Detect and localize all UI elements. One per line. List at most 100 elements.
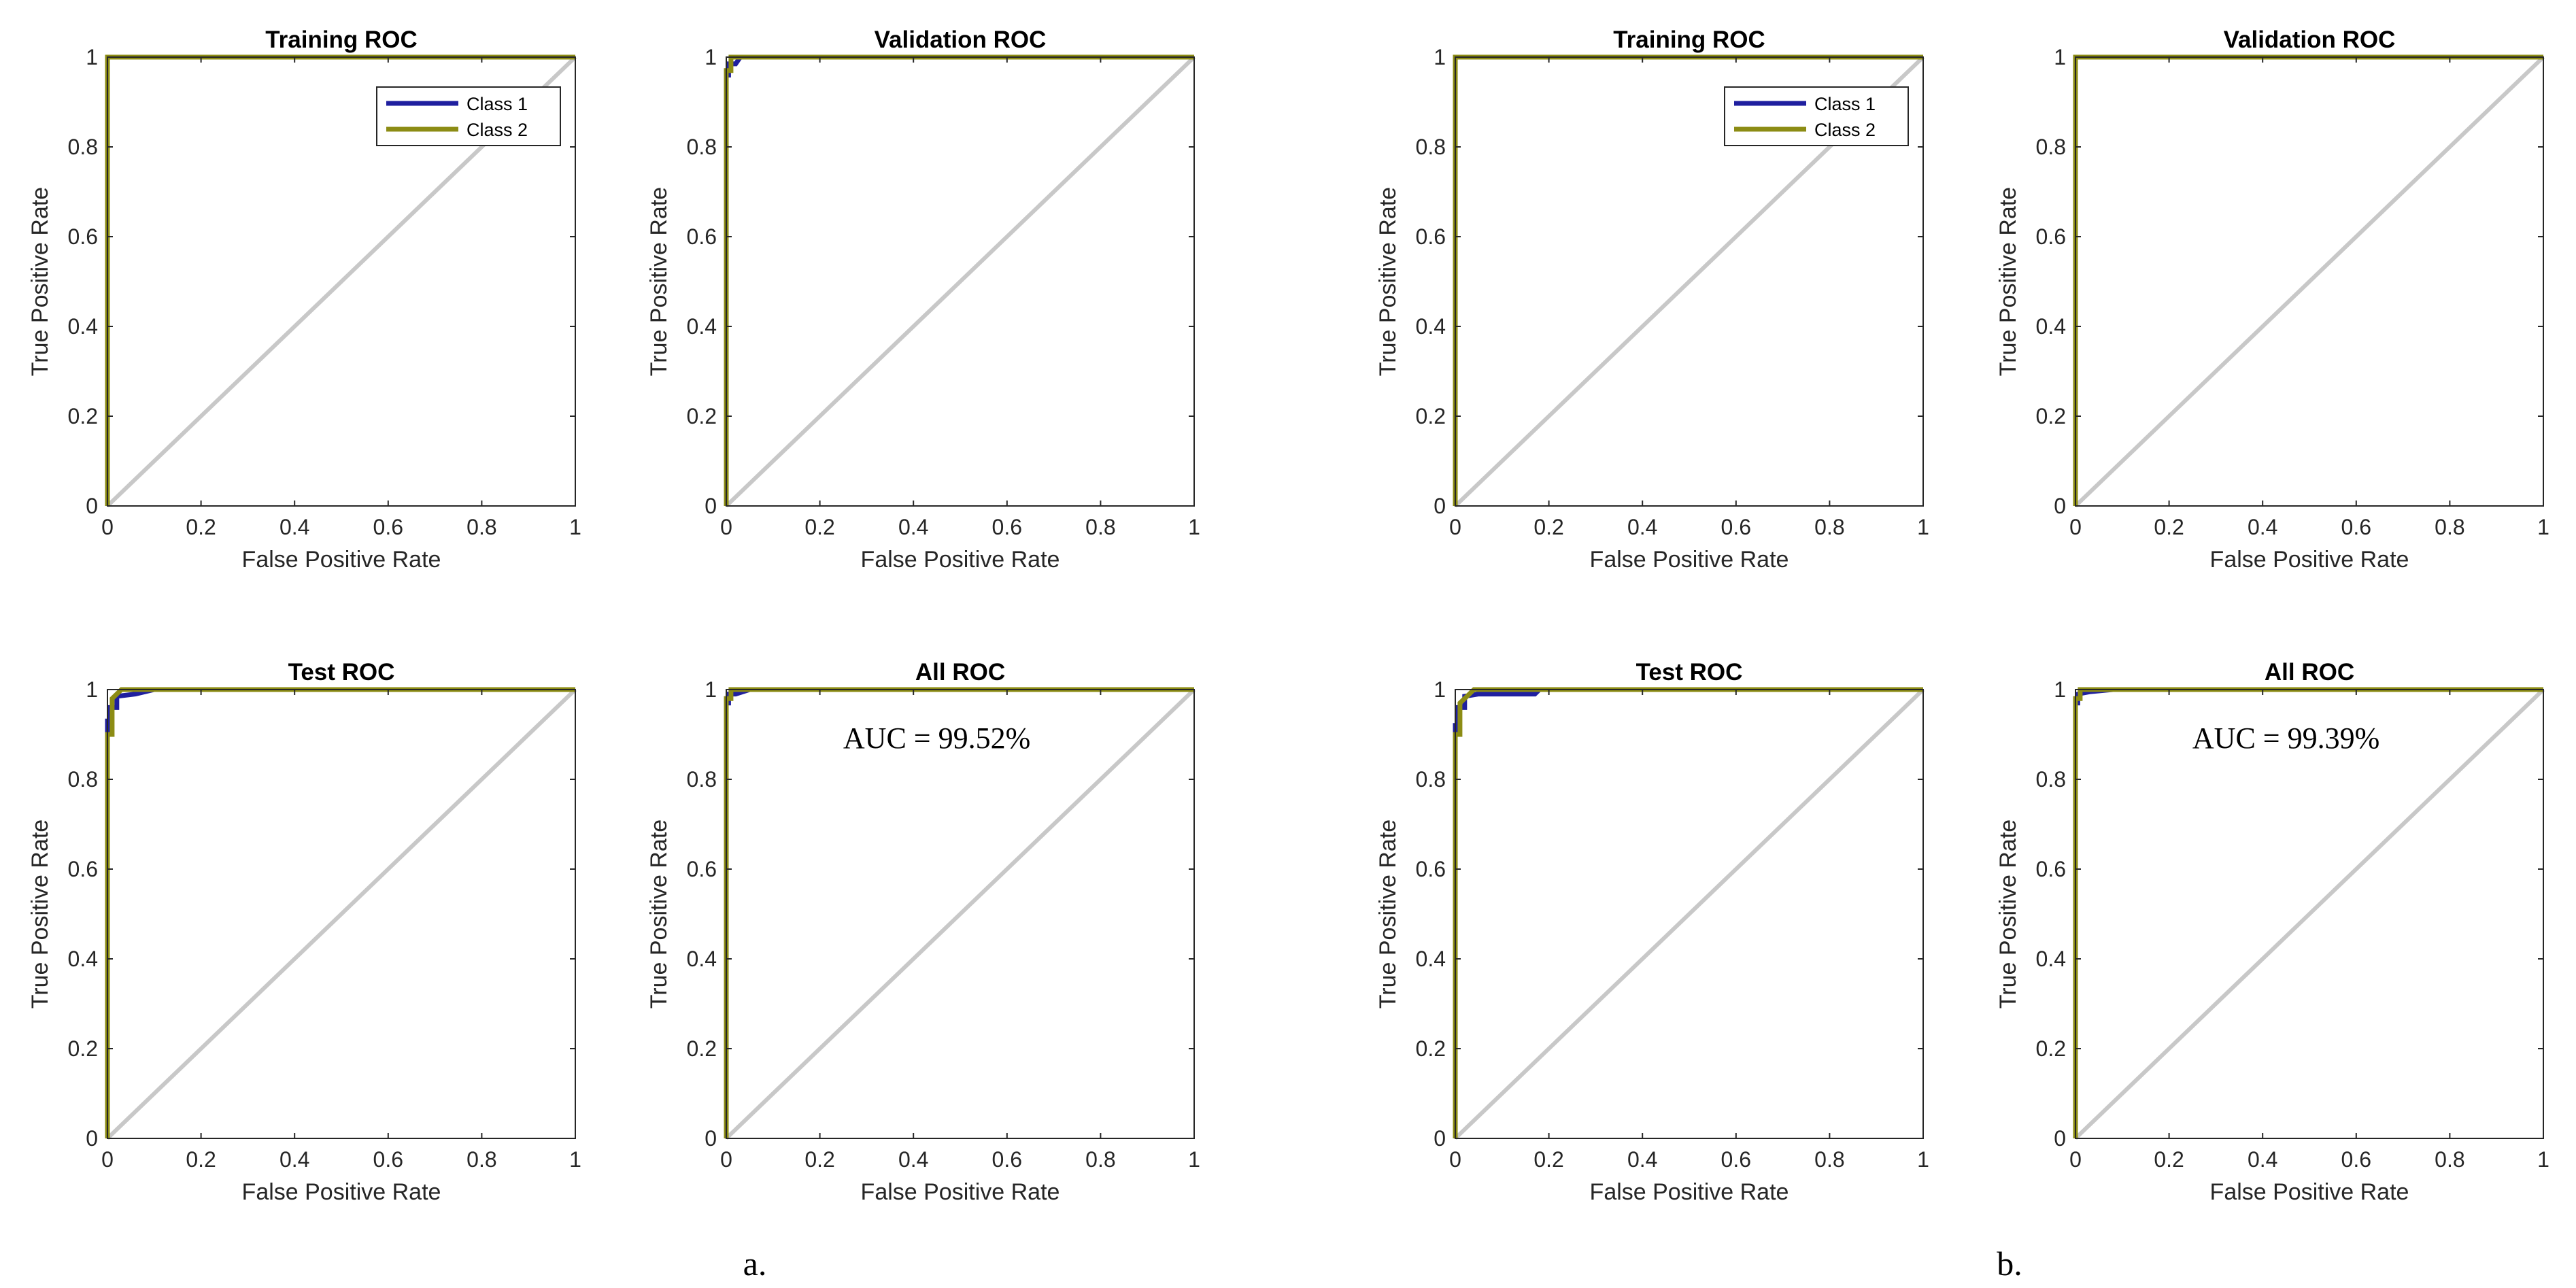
x-tick-label: 0.8 — [1814, 1147, 1844, 1172]
y-tick-label: 0.6 — [687, 224, 717, 249]
y-tick-label: 0 — [2054, 494, 2066, 518]
x-tick-label: 0.8 — [1085, 1147, 1115, 1172]
y-tick-label: 0.2 — [1416, 1036, 1446, 1061]
y-tick-label: 1 — [1434, 677, 1446, 702]
x-axis-label: False Positive Rate — [2210, 547, 2409, 573]
chart-title: All ROC — [2265, 659, 2354, 685]
legend-box — [1724, 86, 1909, 146]
y-axis-label: True Positive Rate — [1995, 187, 2021, 376]
x-axis-label: False Positive Rate — [242, 547, 441, 573]
y-tick-label: 0.4 — [1416, 947, 1446, 971]
x-tick-label: 0 — [101, 515, 114, 539]
x-tick-label: 1 — [2537, 515, 2549, 539]
y-tick-label: 0.8 — [68, 767, 98, 792]
axes-frame — [726, 56, 1195, 507]
x-axis-label: False Positive Rate — [861, 1179, 1060, 1205]
y-tick-label: 0.8 — [1416, 767, 1446, 792]
roc-panel: 0 0.2 0.4 0.6 0.8 1 0 0.2 0.4 0.6 0.8 1 Test ROC Fals… — [27, 659, 581, 1205]
x-tick-label: 0.4 — [2248, 1147, 2277, 1172]
legend-label: Class 1 — [1814, 94, 1876, 114]
legend-label: Class 2 — [1814, 120, 1876, 140]
x-axis-label: False Positive Rate — [861, 547, 1060, 573]
x-tick-label: 0 — [2069, 1147, 2082, 1172]
y-tick-label: 0.4 — [68, 947, 98, 971]
y-tick-label: 0.2 — [68, 404, 98, 428]
x-tick-label: 0.4 — [279, 1147, 309, 1172]
chart-title: Validation ROC — [875, 27, 1047, 53]
chart-title: Training ROC — [265, 27, 418, 53]
x-tick-label: 0.8 — [2435, 515, 2464, 539]
y-tick-label: 0.2 — [68, 1036, 98, 1061]
x-tick-label: 0.4 — [1627, 515, 1657, 539]
x-axis-label: False Positive Rate — [1590, 1179, 1789, 1205]
x-tick-label: 1 — [1917, 515, 1929, 539]
x-tick-label: 0.4 — [279, 515, 309, 539]
auc-annotation: AUC = 99.52% — [843, 722, 1030, 755]
x-tick-label: 0.2 — [1533, 1147, 1563, 1172]
y-axis-label: True Positive Rate — [27, 819, 53, 1009]
x-tick-label: 1 — [1917, 1147, 1929, 1172]
x-tick-label: 0.8 — [467, 515, 496, 539]
y-tick-label: 0.2 — [2036, 1036, 2066, 1061]
x-tick-label: 0.4 — [898, 1147, 928, 1172]
y-axis-label: True Positive Rate — [1375, 187, 1401, 376]
roc-panel: 0 0.2 0.4 0.6 0.8 1 0 0.2 0.4 0.6 0.8 1 Test ROC Fals… — [1375, 659, 1929, 1205]
y-tick-label: 0.4 — [1416, 314, 1446, 339]
y-tick-label: 1 — [86, 45, 98, 69]
y-tick-label: 0.8 — [2036, 767, 2066, 792]
y-tick-label: 0 — [705, 494, 717, 518]
y-tick-label: 0.2 — [687, 404, 717, 428]
x-tick-label: 0 — [1449, 1147, 1461, 1172]
panel-label-b: b. — [1997, 1244, 2022, 1283]
x-tick-label: 0 — [720, 1147, 732, 1172]
axes-frame — [1455, 689, 1924, 1139]
legend-label: Class 2 — [467, 120, 528, 140]
y-tick-label: 0.6 — [1416, 857, 1446, 881]
x-tick-label: 0.4 — [1627, 1147, 1657, 1172]
x-tick-label: 0.2 — [186, 515, 216, 539]
y-tick-label: 0 — [86, 1126, 98, 1151]
y-tick-label: 0 — [1434, 494, 1446, 518]
roc-panel: 0 0.2 0.4 0.6 0.8 1 0 0.2 0.4 0.6 0.8 1 All ROC False… — [646, 659, 1200, 1205]
x-tick-label: 0 — [2069, 515, 2082, 539]
x-tick-label: 0.8 — [2435, 1147, 2464, 1172]
y-tick-label: 0 — [705, 1126, 717, 1151]
x-tick-label: 0.6 — [373, 515, 403, 539]
y-tick-label: 0.8 — [687, 135, 717, 159]
x-tick-label: 1 — [2537, 1147, 2549, 1172]
x-tick-label: 0.2 — [2154, 1147, 2184, 1172]
diagonal-line — [724, 55, 1196, 508]
axes-frame — [2075, 689, 2544, 1139]
roc-panel: 0 0.2 0.4 0.6 0.8 1 0 0.2 0.4 0.6 0.8 1 Validation R… — [646, 27, 1200, 573]
y-tick-label: 1 — [86, 677, 98, 702]
y-tick-label: 0.6 — [68, 224, 98, 249]
y-tick-label: 0.2 — [2036, 404, 2066, 428]
diagonal-line — [2073, 688, 2545, 1140]
x-tick-label: 0.6 — [373, 1147, 403, 1172]
x-tick-label: 0.2 — [804, 1147, 834, 1172]
x-tick-label: 0.2 — [186, 1147, 216, 1172]
x-tick-label: 0.6 — [2341, 515, 2371, 539]
roc-panel: 0 0.2 0.4 0.6 0.8 1 0 0.2 0.4 0.6 0.8 1 Validation R… — [1995, 27, 2549, 573]
x-tick-label: 0.4 — [2248, 515, 2277, 539]
x-axis-label: False Positive Rate — [2210, 1179, 2409, 1205]
y-axis-label: True Positive Rate — [27, 187, 53, 376]
x-tick-label: 0.6 — [1721, 515, 1751, 539]
y-tick-label: 1 — [705, 677, 717, 702]
x-tick-label: 0.6 — [992, 515, 1022, 539]
x-tick-label: 1 — [569, 515, 581, 539]
x-tick-label: 0.8 — [1085, 515, 1115, 539]
x-tick-label: 0.4 — [898, 515, 928, 539]
chart-title: Test ROC — [1636, 659, 1743, 685]
x-tick-label: 0 — [1449, 515, 1461, 539]
y-tick-label: 1 — [2054, 45, 2066, 69]
y-tick-label: 1 — [1434, 45, 1446, 69]
y-tick-label: 0.6 — [2036, 224, 2066, 249]
y-tick-label: 0.4 — [687, 314, 717, 339]
legend-label: Class 1 — [467, 94, 528, 114]
x-axis-label: False Positive Rate — [242, 1179, 441, 1205]
x-tick-label: 1 — [1188, 515, 1200, 539]
y-tick-label: 0.2 — [1416, 404, 1446, 428]
y-tick-label: 0 — [1434, 1126, 1446, 1151]
